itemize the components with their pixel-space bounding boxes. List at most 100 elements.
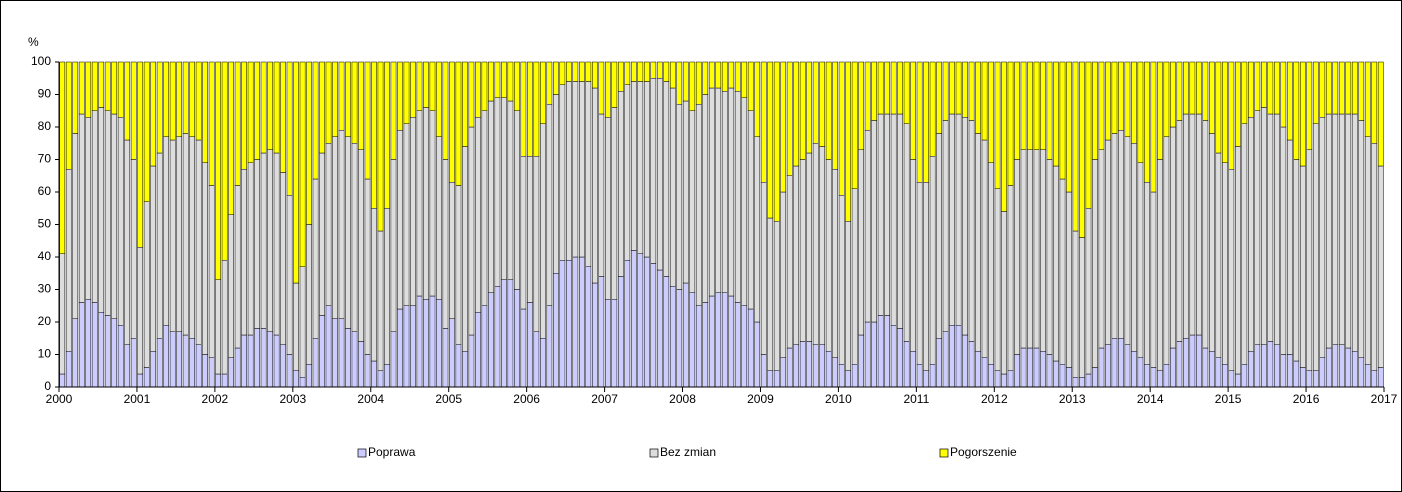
bar-segment: [1001, 373, 1007, 388]
bar-segment: [462, 146, 468, 352]
bar-segment: [1163, 61, 1170, 137]
bar-segment: [650, 263, 657, 388]
bar-segment: [241, 61, 247, 170]
bar-segment: [85, 299, 92, 388]
bar-segment: [1176, 120, 1183, 342]
bar-segment: [1228, 61, 1235, 170]
bar-segment: [1299, 61, 1306, 167]
bar-segment: [371, 208, 377, 362]
bar-segment: [462, 351, 468, 388]
bar-segment: [1241, 123, 1248, 365]
bar-segment: [806, 341, 813, 388]
bar-segment: [767, 61, 774, 219]
x-tick-label: 2005: [435, 392, 462, 406]
bar-segment: [832, 357, 839, 388]
bar-segment: [1254, 344, 1261, 388]
bar-segment: [241, 169, 247, 336]
bar-segment: [981, 139, 988, 358]
bar-segment: [780, 61, 787, 193]
bar-segment: [773, 370, 780, 388]
bar-segment: [975, 133, 981, 352]
bar-segment: [182, 334, 189, 388]
bar-segment: [1325, 61, 1332, 115]
bar-segment: [559, 61, 566, 85]
bar-segment: [1118, 61, 1124, 131]
bar-segment: [708, 87, 715, 297]
bar-segment: [1014, 354, 1020, 388]
bar-segment: [1202, 347, 1209, 388]
bar-segment: [91, 110, 98, 303]
bar-segment: [1144, 364, 1150, 388]
bar-segment: [455, 185, 462, 345]
bar-segment: [1001, 61, 1007, 212]
bar-segment: [72, 61, 79, 134]
bar-segment: [1209, 133, 1215, 352]
legend-label: Bez zmian: [660, 445, 716, 459]
bar-segment: [910, 159, 916, 352]
bar-segment: [1085, 208, 1092, 375]
bar-segment: [942, 331, 949, 388]
bar-segment: [1280, 354, 1287, 388]
bar-segment: [812, 344, 819, 388]
x-tick-label: 2009: [747, 392, 774, 406]
bar-segment: [455, 61, 462, 186]
bar-segment: [832, 169, 839, 358]
bar-segment: [845, 370, 852, 388]
bar-segment: [1131, 61, 1137, 144]
bar-segment: [351, 331, 358, 388]
bar-segment: [1319, 61, 1326, 118]
bar-segment: [604, 299, 611, 388]
bar-segment: [1325, 113, 1332, 349]
bar-segment: [306, 364, 312, 388]
bar-segment: [1059, 61, 1066, 180]
bar-segment: [286, 61, 293, 196]
x-tick-label: 2002: [202, 392, 229, 406]
bar-segment: [838, 195, 845, 365]
bar-segment: [442, 328, 449, 388]
bar-segment: [975, 61, 981, 134]
bar-segment: [410, 117, 416, 306]
bar-segment: [825, 159, 832, 352]
bar-segment: [78, 302, 85, 388]
bar-segment: [410, 61, 416, 118]
bar-segment: [1033, 61, 1040, 150]
bar-segment: [721, 91, 728, 293]
bar-segment: [1364, 61, 1371, 137]
bar-segment: [741, 97, 748, 306]
bar-segment: [643, 81, 650, 258]
bar-segment: [442, 61, 449, 160]
bar-segment: [903, 61, 910, 124]
bar-segment: [540, 123, 546, 339]
x-tick-label: 2003: [279, 392, 306, 406]
legend-label: Pogorszenie: [950, 445, 1017, 459]
bar-segment: [760, 354, 767, 388]
bar-segment: [994, 188, 1001, 371]
bar-segment: [195, 139, 202, 345]
bar-segment: [1351, 351, 1358, 388]
bar-segment: [306, 224, 312, 365]
bar-segment: [553, 61, 559, 95]
bar-segment: [1273, 113, 1280, 345]
bar-segment: [871, 61, 877, 121]
bar-segment: [273, 334, 280, 388]
bar-segment: [910, 61, 916, 160]
bar-segment: [507, 61, 514, 102]
bar-segment: [566, 81, 572, 261]
bar-segment: [234, 347, 241, 388]
bar-segment: [650, 61, 657, 79]
bar-segment: [403, 305, 410, 388]
bar-segment: [228, 357, 234, 388]
bar-segment: [877, 113, 884, 316]
x-tick-label: 2008: [669, 392, 696, 406]
bar-segment: [59, 373, 66, 388]
bar-segment: [884, 113, 890, 316]
bar-segment: [1254, 61, 1261, 111]
bar-segment: [643, 61, 650, 82]
bar-segment: [273, 61, 280, 154]
bar-segment: [656, 61, 663, 79]
bar-segment: [65, 351, 72, 388]
bar-segment: [1209, 351, 1215, 388]
bar-segment: [994, 61, 1001, 189]
y-axis-label: %: [28, 35, 39, 49]
bar-segment: [59, 61, 66, 254]
